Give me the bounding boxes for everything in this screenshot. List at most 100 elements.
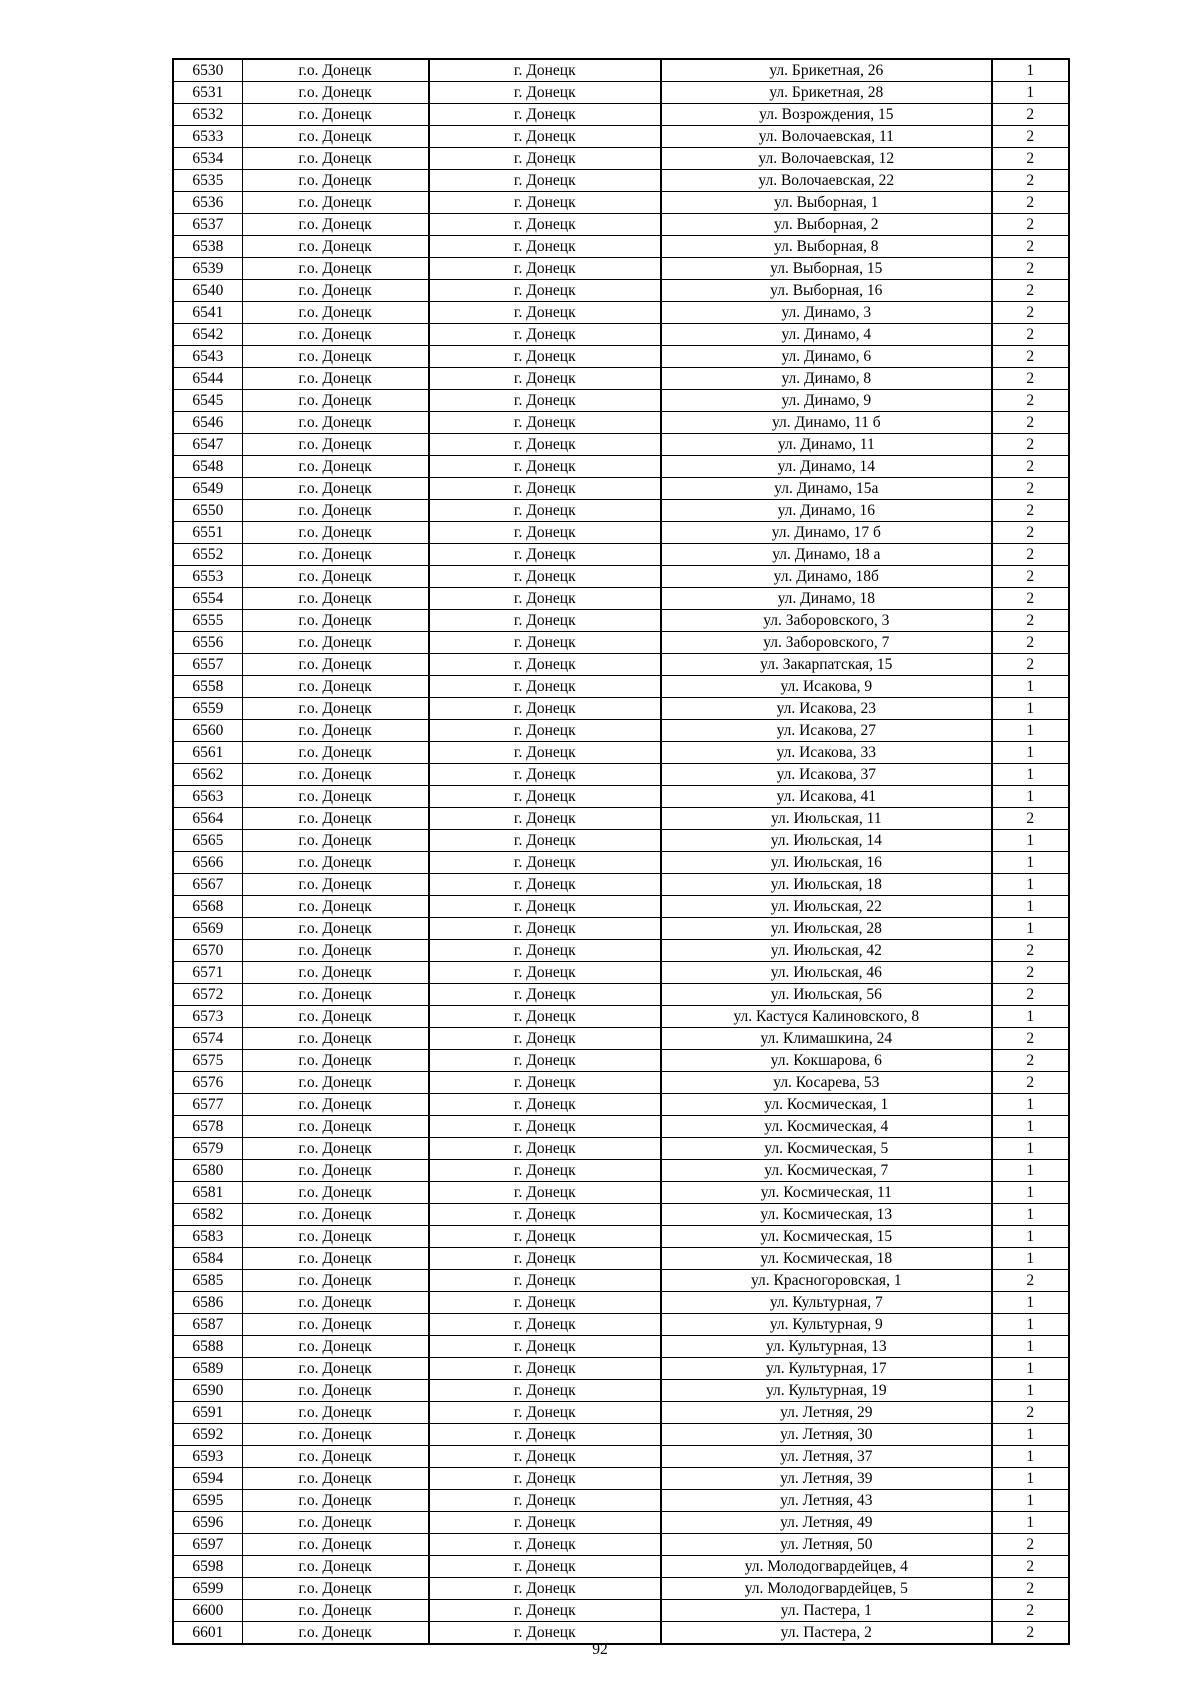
count-cell: 2 xyxy=(990,455,1070,478)
count-cell: 1 xyxy=(990,1357,1070,1380)
count-cell: 1 xyxy=(990,1445,1070,1468)
count-cell: 2 xyxy=(990,587,1070,610)
district-cell: г.о. Донецк xyxy=(241,433,430,456)
table-row: 6565 г.о. Донецк г. Донецк ул. Июльская, 14… xyxy=(171,829,1070,852)
row-number-cell: 6579 xyxy=(171,1137,243,1160)
city-cell: г. Донецк xyxy=(427,1291,662,1314)
table-row: 6590 г.о. Донецк г. Донецк ул. Культурная, … xyxy=(171,1379,1070,1402)
row-number-cell: 6574 xyxy=(171,1027,243,1050)
row-number-cell: 6544 xyxy=(171,367,243,390)
count-cell: 2 xyxy=(990,521,1070,544)
table-row: 6557 г.о. Донецк г. Донецк ул. Закарпатская… xyxy=(171,653,1070,676)
count-cell: 2 xyxy=(990,609,1070,632)
district-cell: г.о. Донецк xyxy=(241,719,430,742)
district-cell: г.о. Донецк xyxy=(241,895,430,918)
row-number-cell: 6561 xyxy=(171,741,243,764)
count-cell: 1 xyxy=(990,697,1070,720)
row-number-cell: 6586 xyxy=(171,1291,243,1314)
address-cell: ул. Кастуся Калиновского, 8 xyxy=(659,1005,993,1028)
row-number-cell: 6582 xyxy=(171,1203,243,1226)
count-cell: 1 xyxy=(990,895,1070,918)
table-row: 6599 г.о. Донецк г. Донецк ул. Молодогварде… xyxy=(171,1577,1070,1600)
district-cell: г.о. Донецк xyxy=(241,521,430,544)
address-cell: ул. Выборная, 8 xyxy=(659,235,993,258)
district-cell: г.о. Донецк xyxy=(241,1423,430,1446)
address-cell: ул. Климашкина, 24 xyxy=(659,1027,993,1050)
table-row: 6553 г.о. Донецк г. Донецк ул. Динамо, 18б 2 xyxy=(171,565,1070,588)
address-cell: ул. Динамо, 9 xyxy=(659,389,993,412)
address-cell: ул. Динамо, 8 xyxy=(659,367,993,390)
row-number-cell: 6547 xyxy=(171,433,243,456)
address-cell: ул. Исакова, 41 xyxy=(659,785,993,808)
count-cell: 1 xyxy=(990,1203,1070,1226)
district-cell: г.о. Донецк xyxy=(241,763,430,786)
row-number-cell: 6567 xyxy=(171,873,243,896)
count-cell: 2 xyxy=(990,279,1070,302)
count-cell: 2 xyxy=(990,147,1070,170)
city-cell: г. Донецк xyxy=(427,257,662,280)
district-cell: г.о. Донецк xyxy=(241,631,430,654)
table-row: 6552 г.о. Донецк г. Донецк ул. Динамо, 18 а… xyxy=(171,543,1070,566)
city-cell: г. Донецк xyxy=(427,1115,662,1138)
count-cell: 2 xyxy=(990,939,1070,962)
address-cell: ул. Июльская, 11 xyxy=(659,807,993,830)
city-cell: г. Донецк xyxy=(427,1137,662,1160)
city-cell: г. Донецк xyxy=(427,697,662,720)
table-row: 6571 г.о. Донецк г. Донецк ул. Июльская, 46… xyxy=(171,961,1070,984)
district-cell: г.о. Донецк xyxy=(241,323,430,346)
row-number-cell: 6535 xyxy=(171,169,243,192)
count-cell: 2 xyxy=(990,653,1070,676)
table-row: 6531 г.о. Донецк г. Донецк ул. Брикетная, 2… xyxy=(171,81,1070,104)
city-cell: г. Донецк xyxy=(427,587,662,610)
district-cell: г.о. Донецк xyxy=(241,1555,430,1578)
count-cell: 1 xyxy=(990,1379,1070,1402)
row-number-cell: 6556 xyxy=(171,631,243,654)
district-cell: г.о. Донецк xyxy=(241,1027,430,1050)
address-cell: ул. Космическая, 7 xyxy=(659,1159,993,1182)
table-row: 6561 г.о. Донецк г. Донецк ул. Исакова, 33 1 xyxy=(171,741,1070,764)
district-cell: г.о. Донецк xyxy=(241,1313,430,1336)
district-cell: г.о. Донецк xyxy=(241,1467,430,1490)
table-row: 6570 г.о. Донецк г. Донецк ул. Июльская, 42… xyxy=(171,939,1070,962)
city-cell: г. Донецк xyxy=(427,125,662,148)
count-cell: 2 xyxy=(990,1555,1070,1578)
address-cell: ул. Молодогвардейцев, 5 xyxy=(659,1577,993,1600)
address-cell: ул. Культурная, 9 xyxy=(659,1313,993,1336)
row-number-cell: 6553 xyxy=(171,565,243,588)
row-number-cell: 6555 xyxy=(171,609,243,632)
count-cell: 1 xyxy=(990,829,1070,852)
city-cell: г. Донецк xyxy=(427,1511,662,1534)
count-cell: 1 xyxy=(990,1335,1070,1358)
table-row: 6566 г.о. Донецк г. Донецк ул. Июльская, 16… xyxy=(171,851,1070,874)
address-cell: ул. Динамо, 11 xyxy=(659,433,993,456)
count-cell: 1 xyxy=(990,851,1070,874)
count-cell: 2 xyxy=(990,1621,1070,1645)
table-row: 6588 г.о. Донецк г. Донецк ул. Культурная, … xyxy=(171,1335,1070,1358)
city-cell: г. Донецк xyxy=(427,477,662,500)
district-cell: г.о. Донецк xyxy=(241,543,430,566)
row-number-cell: 6568 xyxy=(171,895,243,918)
address-cell: ул. Летняя, 49 xyxy=(659,1511,993,1534)
district-cell: г.о. Донецк xyxy=(241,1225,430,1248)
row-number-cell: 6542 xyxy=(171,323,243,346)
district-cell: г.о. Донецк xyxy=(241,389,430,412)
district-cell: г.о. Донецк xyxy=(241,213,430,236)
district-cell: г.о. Донецк xyxy=(241,477,430,500)
count-cell: 2 xyxy=(990,1599,1070,1622)
row-number-cell: 6543 xyxy=(171,345,243,368)
row-number-cell: 6558 xyxy=(171,675,243,698)
address-cell: ул. Июльская, 18 xyxy=(659,873,993,896)
district-cell: г.о. Донецк xyxy=(241,961,430,984)
city-cell: г. Донецк xyxy=(427,1269,662,1292)
city-cell: г. Донецк xyxy=(427,323,662,346)
city-cell: г. Донецк xyxy=(427,1027,662,1050)
district-cell: г.о. Донецк xyxy=(241,1203,430,1226)
count-cell: 1 xyxy=(990,741,1070,764)
row-number-cell: 6562 xyxy=(171,763,243,786)
address-cell: ул. Летняя, 39 xyxy=(659,1467,993,1490)
address-cell: ул. Возрождения, 15 xyxy=(659,103,993,126)
city-cell: г. Донецк xyxy=(427,785,662,808)
